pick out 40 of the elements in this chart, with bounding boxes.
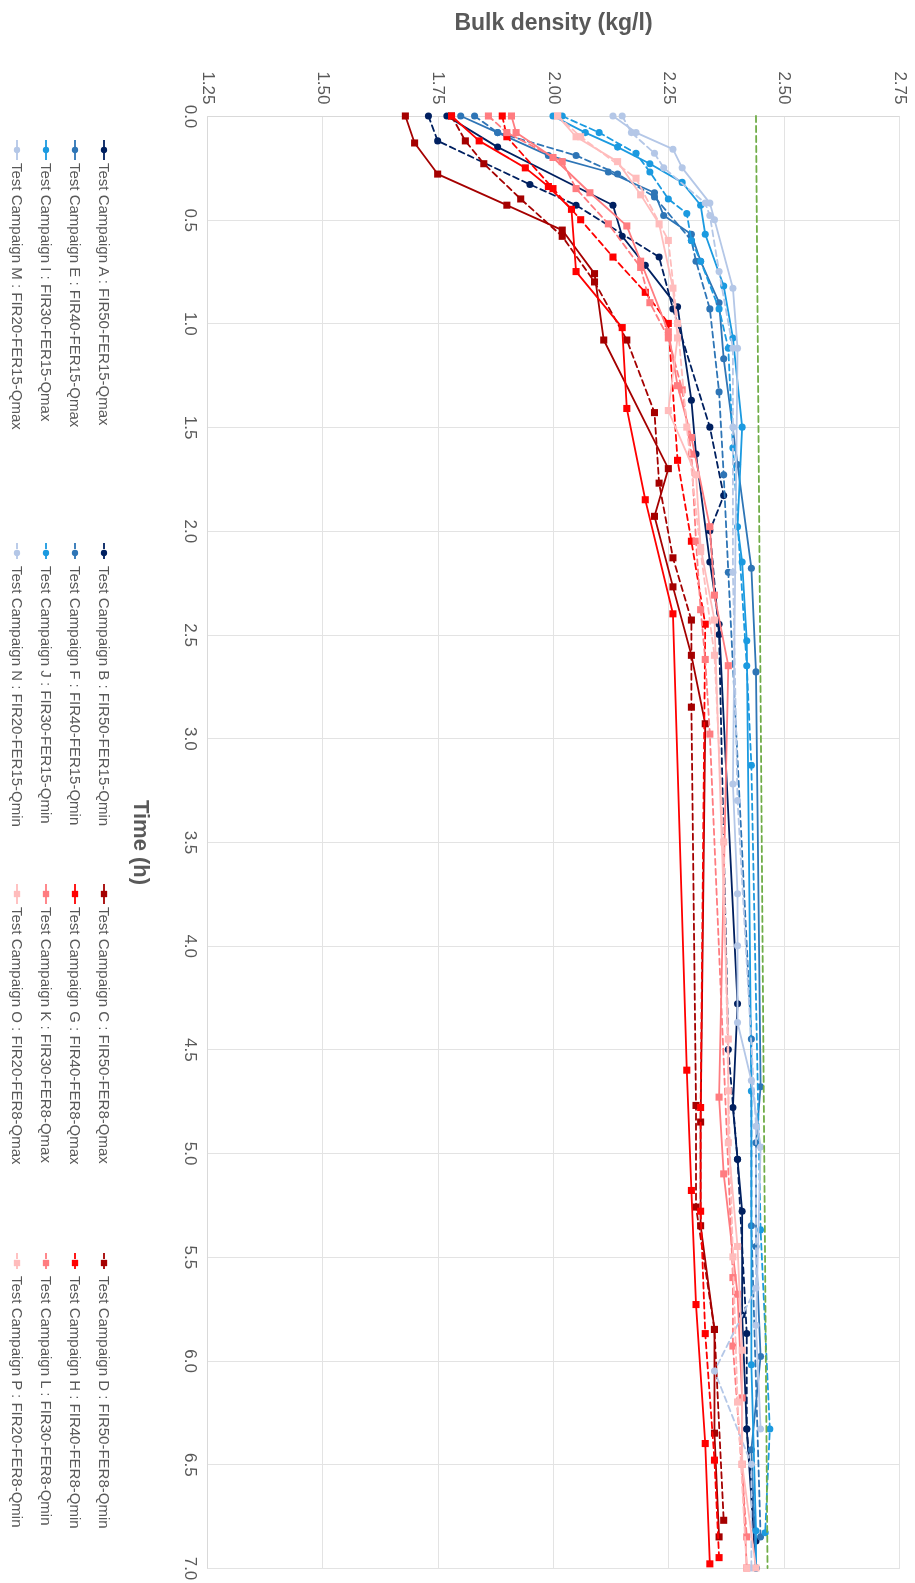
x-tick-label: 1.25	[198, 71, 218, 105]
x-tick-label: 2.25	[659, 71, 679, 105]
x-tick-label: 1.75	[429, 71, 449, 105]
legend-label: Test Campaign B : FIR50-FER15-Qmin	[96, 566, 113, 827]
legend-label: Test Campaign I : FIR30-FER15-Qmax	[38, 163, 55, 422]
y-tick-label: 3.0	[180, 726, 200, 751]
x-tick-label: 2.75	[890, 71, 910, 105]
legend-label: Test Campaign E : FIR40-FER15-Qmax	[67, 163, 84, 428]
x-tick-label: 2.00	[544, 71, 564, 105]
y-tick-label: 5.0	[180, 1141, 200, 1166]
legend-label: Test Campaign P : FIR20-FER8-Qmin	[9, 1276, 26, 1528]
legend-label: Test Campaign J : FIR30-FER15-Qmin	[38, 566, 55, 824]
y-tick-label: 7.0	[180, 1556, 200, 1581]
y-tick-label: 5.5	[180, 1245, 200, 1270]
legend-label: Test Campaign F : FIR40-FER15-Qmin	[67, 566, 84, 826]
y-tick-label: 6.0	[180, 1349, 200, 1373]
legend-label: Test Campaign L : FIR30-FER8-Qmin	[38, 1276, 55, 1526]
legend-label: Test Campaign M : FIR20-FER15-Qmax	[9, 163, 26, 431]
legend-label: Test Campaign N : FIR20-FER15-Qmin	[9, 566, 26, 827]
legend-label: Test Campaign A : FIR50-FER15-Qmax	[96, 163, 113, 427]
x-axis-title: Bulk density (kg/l)	[454, 8, 653, 35]
x-tick-label: 1.50	[313, 71, 333, 105]
y-tick-label: 2.5	[180, 623, 200, 647]
y-axis-title: Time (h)	[128, 799, 154, 886]
legend-label: Test Campaign K : FIR30-FER8-Qmax	[38, 907, 55, 1164]
y-tick-label: 3.5	[180, 830, 200, 855]
y-tick-label: 1.0	[180, 312, 200, 336]
legend-label: Test Campaign G : FIR40-FER8-Qmax	[67, 907, 84, 1166]
y-tick-label: 4.0	[180, 934, 200, 959]
legend-label: Test Campaign C : FIR50-FER8-Qmax	[96, 907, 113, 1165]
legend-label: Test Campaign D : FIR50-FER8-Qmin	[96, 1276, 113, 1529]
legend-label: Test Campaign O : FIR20-FER8-Qmax	[9, 907, 26, 1166]
y-tick-label: 6.5	[180, 1452, 200, 1477]
y-tick-label: 4.5	[180, 1038, 200, 1062]
x-tick-label: 2.50	[775, 71, 795, 105]
y-tick-label: 2.0	[180, 519, 200, 544]
y-tick-label: 0.5	[180, 208, 200, 233]
legend-label: Test Campaign H : FIR40-FER8-Qmin	[67, 1276, 84, 1529]
y-tick-label: 0.0	[180, 104, 200, 129]
y-tick-label: 1.5	[180, 415, 200, 440]
